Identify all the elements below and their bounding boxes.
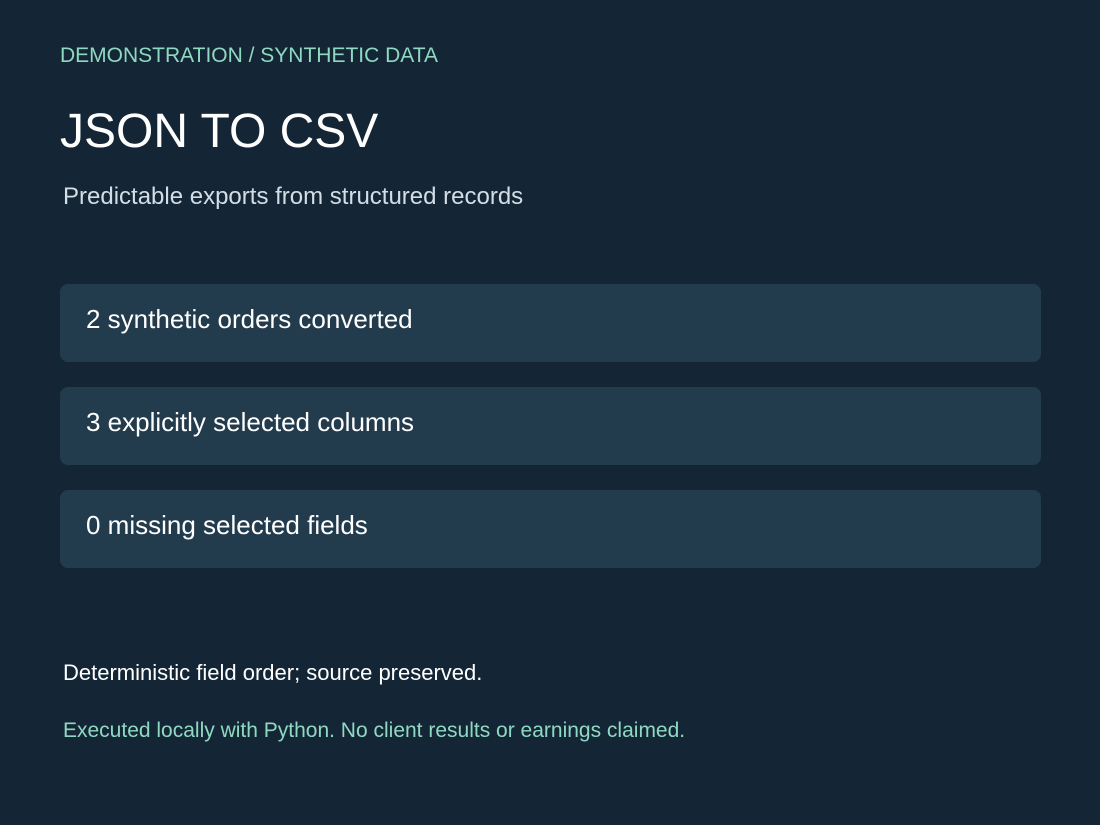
title: JSON TO CSV (60, 105, 379, 158)
note: Deterministic field order; source preser… (63, 660, 483, 685)
eyebrow: DEMONSTRATION / SYNTHETIC DATA (60, 44, 439, 67)
stat-text: 2 synthetic orders converted (86, 304, 413, 334)
stat-card: 0 missing selected fields (60, 490, 1041, 568)
stat-card: 3 explicitly selected columns (60, 387, 1041, 465)
stat-text: 0 missing selected fields (86, 510, 368, 540)
footer: Executed locally with Python. No client … (63, 719, 686, 742)
subtitle: Predictable exports from structured reco… (63, 183, 524, 210)
stat-text: 3 explicitly selected columns (86, 407, 415, 437)
stat-card: 2 synthetic orders converted (60, 284, 1041, 362)
